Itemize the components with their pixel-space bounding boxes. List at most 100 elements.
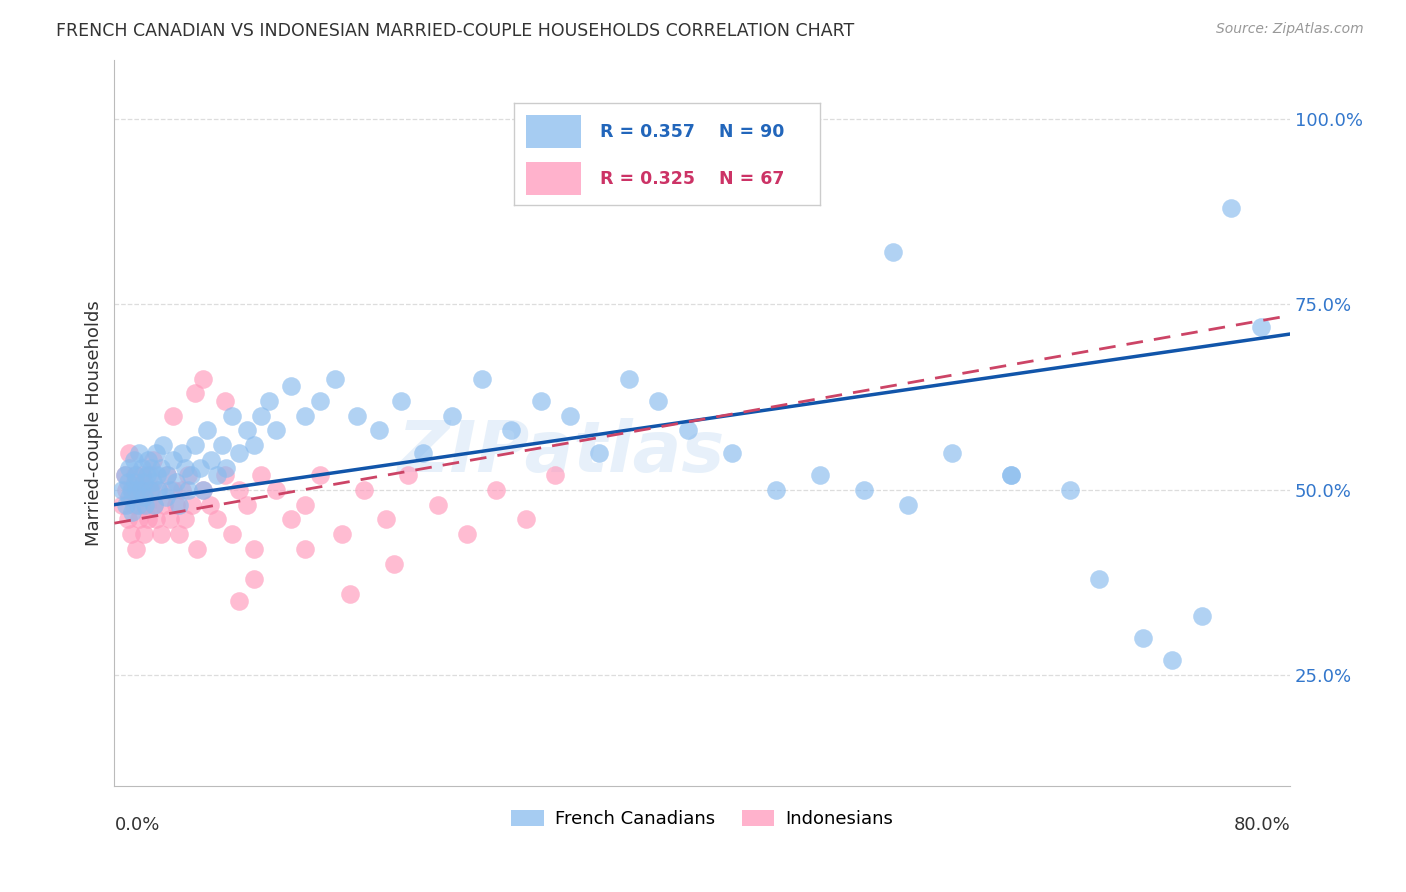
Point bbox=[122, 453, 145, 467]
Point bbox=[155, 490, 177, 504]
Point bbox=[121, 483, 143, 497]
Point bbox=[250, 467, 273, 482]
Point bbox=[243, 572, 266, 586]
Point bbox=[120, 483, 142, 497]
Point bbox=[142, 453, 165, 467]
Text: Source: ZipAtlas.com: Source: ZipAtlas.com bbox=[1216, 22, 1364, 37]
Point bbox=[294, 409, 316, 423]
Point bbox=[294, 498, 316, 512]
Point bbox=[323, 371, 346, 385]
Point bbox=[165, 498, 187, 512]
Point bbox=[353, 483, 375, 497]
Text: ZIPatlas: ZIPatlas bbox=[398, 417, 725, 487]
Point bbox=[243, 542, 266, 557]
Point bbox=[214, 393, 236, 408]
Point bbox=[132, 475, 155, 490]
Point bbox=[177, 483, 200, 497]
Point bbox=[456, 527, 478, 541]
Point bbox=[808, 467, 831, 482]
Point bbox=[141, 483, 163, 497]
Point bbox=[207, 467, 229, 482]
Point bbox=[426, 498, 449, 512]
Point bbox=[180, 467, 202, 482]
Point bbox=[122, 498, 145, 512]
Point bbox=[128, 446, 150, 460]
Point bbox=[1250, 319, 1272, 334]
Point bbox=[117, 475, 139, 490]
Point bbox=[111, 483, 134, 497]
Point bbox=[1059, 483, 1081, 497]
Point bbox=[765, 483, 787, 497]
Point bbox=[264, 424, 287, 438]
Legend: French Canadians, Indonesians: French Canadians, Indonesians bbox=[505, 803, 900, 836]
Point bbox=[852, 483, 875, 497]
Point bbox=[647, 393, 669, 408]
Text: 80.0%: 80.0% bbox=[1233, 815, 1291, 833]
Point bbox=[221, 409, 243, 423]
Point bbox=[141, 460, 163, 475]
Point bbox=[148, 483, 170, 497]
Point bbox=[280, 512, 302, 526]
Point bbox=[1191, 608, 1213, 623]
Point bbox=[897, 498, 920, 512]
Point bbox=[396, 467, 419, 482]
Point bbox=[115, 498, 138, 512]
Point bbox=[132, 490, 155, 504]
Point bbox=[412, 446, 434, 460]
Point bbox=[389, 393, 412, 408]
Point bbox=[529, 393, 551, 408]
Point bbox=[368, 424, 391, 438]
Point bbox=[174, 460, 197, 475]
Point bbox=[156, 467, 179, 482]
Point bbox=[150, 527, 173, 541]
Point bbox=[375, 512, 398, 526]
Point bbox=[129, 498, 152, 512]
Point bbox=[617, 371, 640, 385]
Point bbox=[124, 475, 146, 490]
Point bbox=[1132, 631, 1154, 645]
Point bbox=[131, 460, 153, 475]
Point bbox=[120, 527, 142, 541]
Point bbox=[134, 498, 156, 512]
Point bbox=[544, 467, 567, 482]
Point bbox=[125, 483, 148, 497]
Point bbox=[167, 527, 190, 541]
Point bbox=[228, 594, 250, 608]
Point bbox=[186, 542, 208, 557]
Point bbox=[228, 483, 250, 497]
Point bbox=[145, 446, 167, 460]
Point bbox=[170, 446, 193, 460]
Point bbox=[617, 112, 640, 126]
Point bbox=[118, 490, 141, 504]
Point bbox=[167, 498, 190, 512]
Point bbox=[676, 424, 699, 438]
Point bbox=[1000, 467, 1022, 482]
Point bbox=[162, 409, 184, 423]
Point bbox=[127, 498, 149, 512]
Point bbox=[135, 467, 157, 482]
Point bbox=[309, 467, 332, 482]
Point bbox=[152, 438, 174, 452]
Point bbox=[198, 498, 221, 512]
Point bbox=[228, 446, 250, 460]
Point bbox=[184, 438, 207, 452]
Point bbox=[135, 498, 157, 512]
Point bbox=[124, 467, 146, 482]
Point bbox=[138, 467, 160, 482]
Point bbox=[121, 505, 143, 519]
Point bbox=[114, 467, 136, 482]
Point bbox=[188, 460, 211, 475]
Point bbox=[184, 386, 207, 401]
Point bbox=[294, 542, 316, 557]
Point bbox=[128, 512, 150, 526]
Point bbox=[191, 483, 214, 497]
Point bbox=[309, 393, 332, 408]
Point bbox=[170, 483, 193, 497]
Point bbox=[118, 460, 141, 475]
Point bbox=[143, 498, 166, 512]
Point bbox=[143, 498, 166, 512]
Point bbox=[118, 446, 141, 460]
Point bbox=[720, 142, 742, 156]
Point bbox=[558, 409, 581, 423]
Point bbox=[191, 483, 214, 497]
